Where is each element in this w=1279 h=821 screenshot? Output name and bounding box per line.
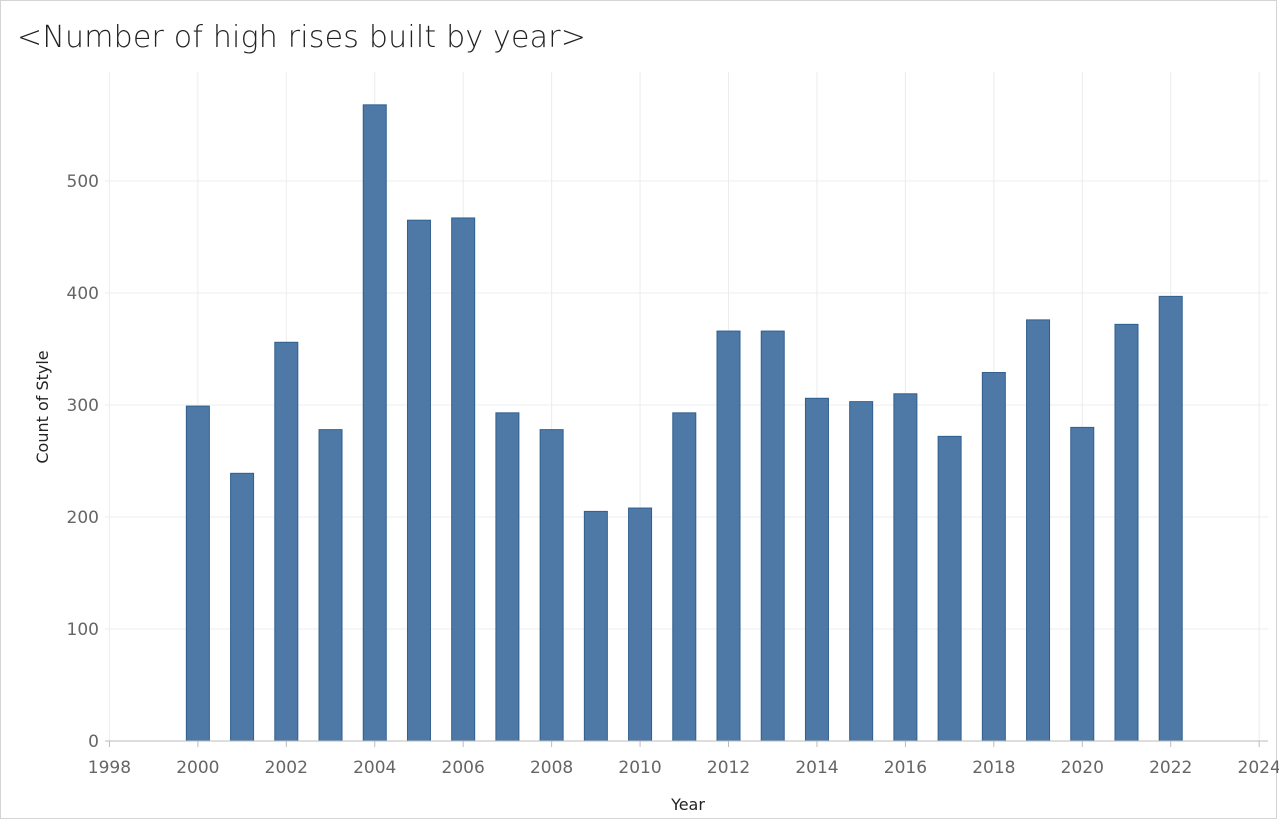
axes: 0 100 200 300 400 500 1998 2000 2002 2004 2006 2008… [67,172,1279,778]
bar [274,341,299,742]
bar [1070,426,1095,742]
x-tick-label: 2024 [1238,758,1279,778]
x-tick-label: 2014 [795,758,838,778]
x-tick-label: 2006 [442,758,485,778]
x-tick-label: 2002 [265,758,308,778]
bar [451,217,476,742]
bar [672,412,697,742]
bar [716,330,741,742]
bar [849,401,874,742]
bar [1026,319,1051,742]
chart-title: <Number of high rises built by year> [17,20,587,55]
bar [893,393,918,742]
y-tick-label: 400 [67,284,99,304]
bar [230,472,255,742]
x-tick-label: 2016 [884,758,927,778]
y-tick-label: 100 [67,620,99,640]
bar [1158,295,1183,742]
x-tick-label: 2018 [972,758,1015,778]
y-tick-label: 200 [67,508,99,528]
x-tick-label: 1998 [88,758,131,778]
y-tick-label: 0 [88,732,99,752]
y-axis-title: Count of Style [33,350,52,463]
bar [495,412,520,742]
x-tick-label: 2004 [353,758,396,778]
x-tick-label: 2022 [1149,758,1192,778]
bar [539,429,564,742]
x-tick-label: 2012 [707,758,750,778]
bar [362,104,387,742]
x-tick-label: 2010 [618,758,661,778]
y-tick-label: 500 [67,172,99,192]
x-axis-title: Year [670,795,705,814]
y-tick-label: 300 [67,396,99,416]
bar [804,397,829,742]
bar [185,405,210,742]
x-tick-label: 2000 [176,758,219,778]
bar [937,435,962,742]
x-tick-label: 2008 [530,758,573,778]
bar [1114,323,1139,742]
bar [981,372,1006,742]
bar [628,507,653,742]
bar [583,510,608,742]
bar [760,330,785,742]
bar [318,429,343,742]
x-tick-label: 2020 [1061,758,1104,778]
bars [185,104,1183,742]
bar [406,219,431,742]
